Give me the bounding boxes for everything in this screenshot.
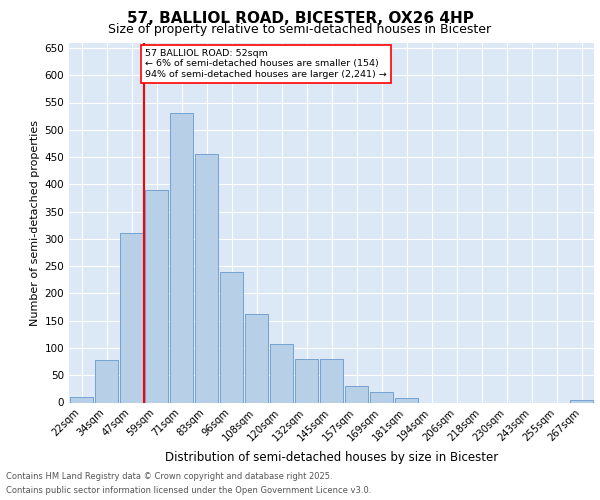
Bar <box>345 386 368 402</box>
Bar <box>70 397 93 402</box>
Bar <box>145 190 168 402</box>
Y-axis label: Number of semi-detached properties: Number of semi-detached properties <box>30 120 40 326</box>
Bar <box>570 400 593 402</box>
Bar <box>95 360 118 403</box>
Bar <box>245 314 268 402</box>
X-axis label: Distribution of semi-detached houses by size in Bicester: Distribution of semi-detached houses by … <box>165 452 498 464</box>
Text: Contains HM Land Registry data © Crown copyright and database right 2025.: Contains HM Land Registry data © Crown c… <box>6 472 332 481</box>
Bar <box>370 392 393 402</box>
Text: Size of property relative to semi-detached houses in Bicester: Size of property relative to semi-detach… <box>109 22 491 36</box>
Text: 57 BALLIOL ROAD: 52sqm
← 6% of semi-detached houses are smaller (154)
94% of sem: 57 BALLIOL ROAD: 52sqm ← 6% of semi-deta… <box>145 49 387 79</box>
Text: 57, BALLIOL ROAD, BICESTER, OX26 4HP: 57, BALLIOL ROAD, BICESTER, OX26 4HP <box>127 11 473 26</box>
Bar <box>220 272 243 402</box>
Bar <box>170 114 193 403</box>
Bar <box>195 154 218 402</box>
Bar <box>295 359 318 403</box>
Bar <box>395 398 418 402</box>
Bar <box>320 359 343 403</box>
Text: Contains public sector information licensed under the Open Government Licence v3: Contains public sector information licen… <box>6 486 371 495</box>
Bar <box>270 344 293 403</box>
Bar <box>120 234 143 402</box>
